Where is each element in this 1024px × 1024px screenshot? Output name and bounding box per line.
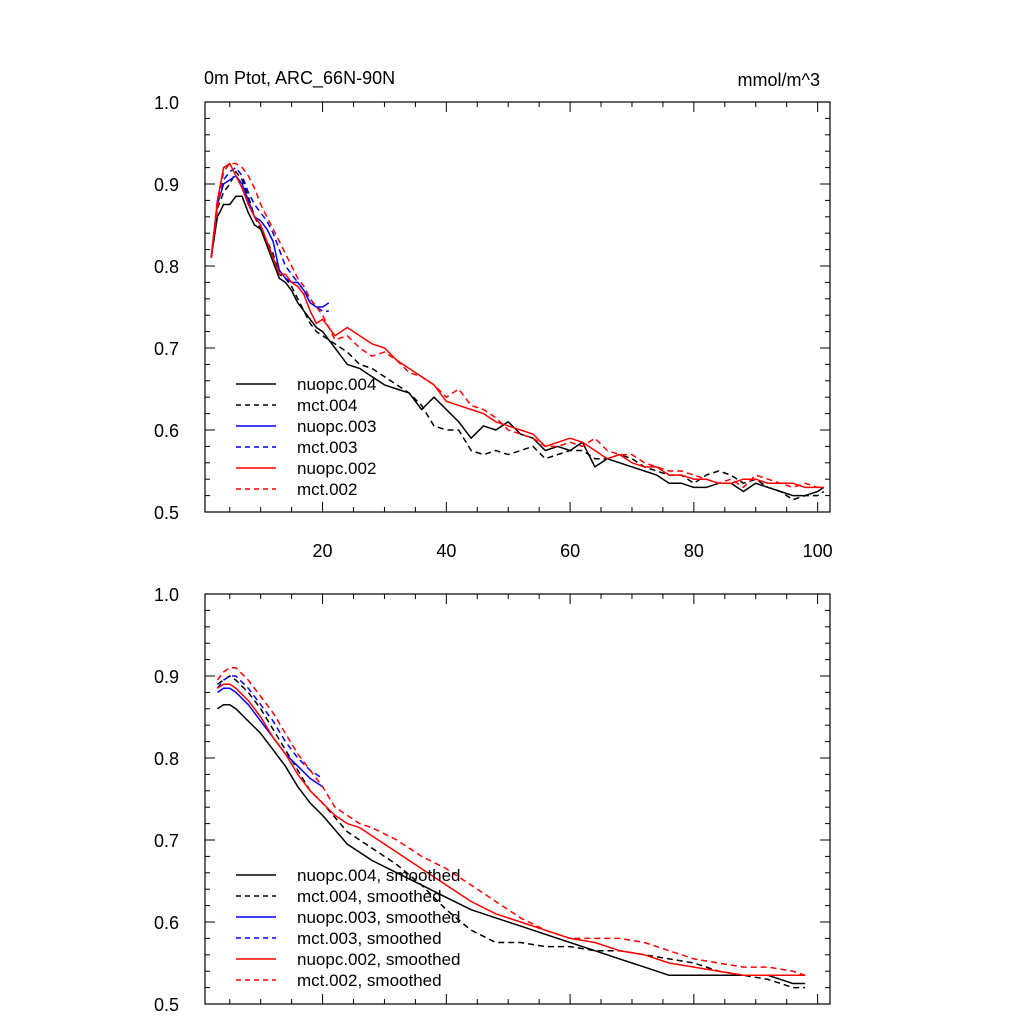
series-line-5 xyxy=(216,683,806,977)
y-tick-label: 0.5 xyxy=(154,995,179,1015)
series-line-3 xyxy=(216,687,324,788)
legend-label: mct.004 xyxy=(297,396,357,415)
series-line-6 xyxy=(210,162,824,489)
plot-frame xyxy=(204,593,831,1005)
legend-label: nuopc.002 xyxy=(297,459,376,478)
x-tick-label: 80 xyxy=(684,541,704,561)
y-tick-label: 0.5 xyxy=(154,503,179,523)
units-label: mmol/m^3 xyxy=(738,70,820,90)
y-tick-label: 0.9 xyxy=(154,175,179,195)
series-line-4 xyxy=(216,675,324,780)
legend-label: mct.002 xyxy=(297,480,357,499)
series-line-3 xyxy=(210,175,330,308)
legend-label: mct.002, smoothed xyxy=(297,971,442,990)
legend-label: nuopc.003, smoothed xyxy=(297,908,461,927)
legend-label: nuopc.004 xyxy=(297,375,376,394)
y-tick-label: 1.0 xyxy=(154,585,179,605)
series-line-6 xyxy=(216,667,806,977)
series-line-4 xyxy=(210,166,329,312)
x-tick-label: 20 xyxy=(313,541,333,561)
x-tick-label: 60 xyxy=(560,541,580,561)
legend-label: nuopc.003 xyxy=(297,417,376,436)
y-tick-label: 0.7 xyxy=(154,831,179,851)
y-tick-label: 0.7 xyxy=(154,339,179,359)
smoothed-panel: 0.5 0.6 0.7 0.8 0.9 1.0 nuopc.004, smoothed mct… xyxy=(154,585,831,1015)
legend-label: mct.003, smoothed xyxy=(297,929,442,948)
x-tick-label: 40 xyxy=(436,541,456,561)
series-line-1 xyxy=(210,195,825,497)
raw-panel: 0.5 0.6 0.7 0.8 0.9 1.0 20 40 60 80 100 nuopc.004 mc… xyxy=(154,93,833,561)
x-tick-label: 100 xyxy=(803,541,833,561)
legend-label: mct.003 xyxy=(297,438,357,457)
plot-frame xyxy=(204,101,831,513)
y-tick-label: 1.0 xyxy=(154,93,179,113)
y-tick-label: 0.8 xyxy=(154,257,179,277)
legend-label: nuopc.004, smoothed xyxy=(297,866,461,885)
y-tick-label: 0.6 xyxy=(154,421,179,441)
chart-title: 0m Ptot, ARC_66N-90N xyxy=(204,68,395,89)
y-tick-label: 0.6 xyxy=(154,913,179,933)
series-line-1 xyxy=(216,703,806,985)
y-tick-label: 0.8 xyxy=(154,749,179,769)
legend-label: nuopc.002, smoothed xyxy=(297,950,461,969)
series-line-2 xyxy=(216,675,806,989)
legend-label: mct.004, smoothed xyxy=(297,887,442,906)
series-line-2 xyxy=(210,170,825,501)
y-tick-label: 0.9 xyxy=(154,667,179,687)
